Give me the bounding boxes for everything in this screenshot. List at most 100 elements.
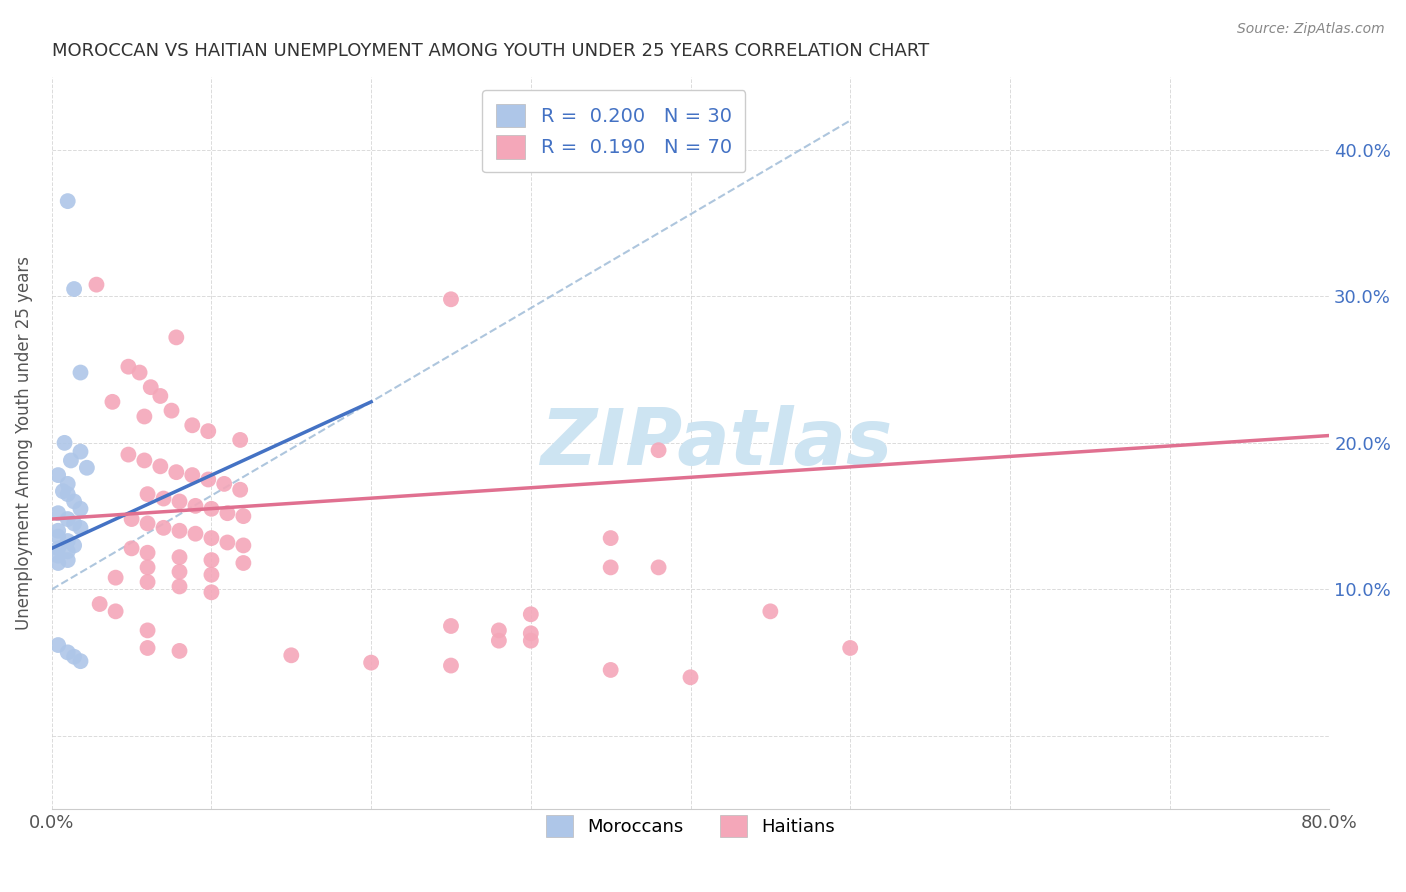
Point — [599, 560, 621, 574]
Point — [599, 663, 621, 677]
Point — [63, 649, 86, 664]
Point — [63, 494, 86, 508]
Point — [121, 541, 143, 556]
Point — [136, 546, 159, 560]
Text: Source: ZipAtlas.com: Source: ZipAtlas.com — [1237, 22, 1385, 37]
Point — [232, 538, 254, 552]
Point — [232, 509, 254, 524]
Point — [69, 501, 91, 516]
Point — [152, 521, 174, 535]
Point — [104, 604, 127, 618]
Point — [63, 538, 86, 552]
Point — [440, 293, 463, 307]
Point — [232, 556, 254, 570]
Point — [136, 516, 159, 531]
Text: MOROCCAN VS HAITIAN UNEMPLOYMENT AMONG YOUTH UNDER 25 YEARS CORRELATION CHART: MOROCCAN VS HAITIAN UNEMPLOYMENT AMONG Y… — [52, 42, 929, 60]
Point — [104, 571, 127, 585]
Point — [197, 473, 219, 487]
Point — [136, 560, 159, 574]
Point — [46, 524, 69, 538]
Point — [181, 468, 204, 483]
Point — [46, 541, 69, 556]
Point — [56, 544, 79, 558]
Point — [520, 626, 543, 640]
Point — [59, 453, 82, 467]
Point — [212, 476, 235, 491]
Point — [759, 604, 782, 618]
Point — [152, 491, 174, 506]
Point — [217, 535, 239, 549]
Point — [53, 435, 76, 450]
Point — [63, 516, 86, 531]
Point — [229, 433, 252, 447]
Point — [46, 530, 69, 544]
Point — [440, 619, 463, 633]
Point — [117, 359, 139, 374]
Point — [46, 638, 69, 652]
Point — [56, 512, 79, 526]
Point — [136, 575, 159, 590]
Point — [89, 597, 111, 611]
Point — [599, 531, 621, 545]
Point — [139, 380, 162, 394]
Point — [56, 487, 79, 501]
Point — [165, 465, 187, 479]
Point — [165, 330, 187, 344]
Point — [63, 282, 86, 296]
Point — [56, 645, 79, 659]
Point — [488, 633, 510, 648]
Point — [200, 585, 222, 599]
Point — [128, 366, 150, 380]
Point — [200, 531, 222, 545]
Point — [440, 658, 463, 673]
Text: ZIPatlas: ZIPatlas — [540, 405, 893, 481]
Point — [197, 424, 219, 438]
Point — [56, 553, 79, 567]
Point — [46, 549, 69, 563]
Point — [134, 409, 156, 424]
Point — [217, 506, 239, 520]
Point — [86, 277, 108, 292]
Point — [69, 521, 91, 535]
Point — [46, 556, 69, 570]
Point — [200, 501, 222, 516]
Point — [169, 494, 191, 508]
Point — [280, 648, 302, 663]
Point — [229, 483, 252, 497]
Point — [679, 670, 702, 684]
Point — [184, 526, 207, 541]
Point — [169, 579, 191, 593]
Point — [360, 656, 382, 670]
Point — [56, 534, 79, 549]
Point — [169, 644, 191, 658]
Point — [46, 506, 69, 520]
Point — [136, 487, 159, 501]
Y-axis label: Unemployment Among Youth under 25 years: Unemployment Among Youth under 25 years — [15, 256, 32, 630]
Point — [520, 633, 543, 648]
Point — [56, 194, 79, 208]
Point — [69, 444, 91, 458]
Point — [134, 453, 156, 467]
Point — [169, 524, 191, 538]
Point — [647, 560, 669, 574]
Point — [46, 468, 69, 483]
Point — [121, 512, 143, 526]
Legend: Moroccans, Haitians: Moroccans, Haitians — [538, 807, 842, 844]
Point — [69, 654, 91, 668]
Point — [839, 640, 862, 655]
Point — [181, 418, 204, 433]
Point — [149, 459, 172, 474]
Point — [200, 553, 222, 567]
Point — [520, 607, 543, 622]
Point — [52, 484, 75, 499]
Point — [169, 565, 191, 579]
Point — [200, 567, 222, 582]
Point — [136, 640, 159, 655]
Point — [76, 460, 98, 475]
Point — [169, 550, 191, 565]
Point — [160, 403, 183, 417]
Point — [149, 389, 172, 403]
Point — [488, 624, 510, 638]
Point — [184, 499, 207, 513]
Point — [101, 394, 124, 409]
